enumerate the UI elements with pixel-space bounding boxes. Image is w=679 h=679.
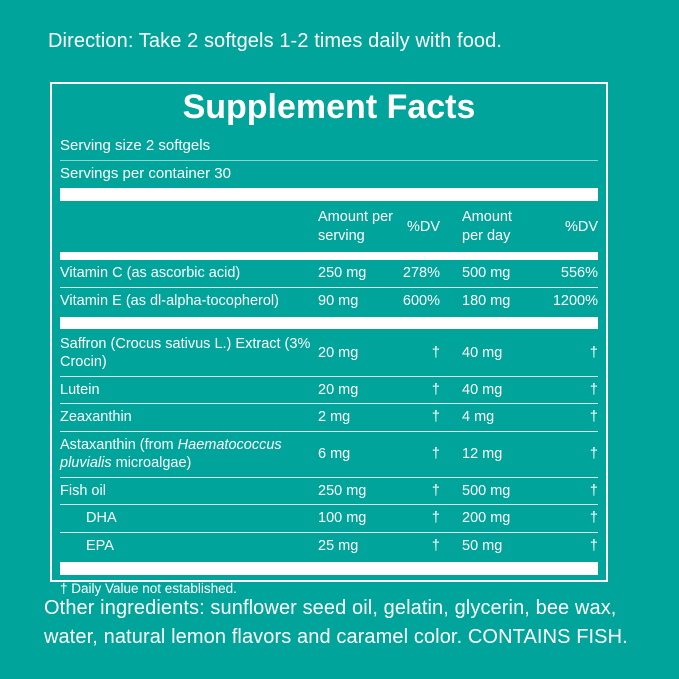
amount-per-day-value: 200 mg [462, 510, 511, 527]
thick-divider-bar [60, 252, 598, 261]
amount-per-serving-value: 6 mg [318, 446, 351, 463]
dv-serving-value: † [431, 409, 440, 426]
panel-title: Supplement Facts [182, 88, 476, 126]
amount-per-serving-value: 2 mg [318, 409, 351, 426]
ingredient-table: Vitamin C (as ascorbic acid) 250 mg 278% 50… [60, 260, 598, 559]
ingredient-name: Saffron (Crocus sativus L.) Extract (3% … [60, 335, 311, 371]
amount-per-day-value: 500 mg [462, 482, 511, 499]
amount-per-serving-value: 25 mg [318, 537, 359, 554]
other-ingredients-text: Other ingredients: sunflower seed oil, g… [44, 597, 628, 649]
ingredient-name: EPA [86, 537, 114, 554]
amount-per-serving-value: 250 mg [318, 265, 367, 282]
dv-serving-value: 600% [402, 293, 440, 310]
dv-serving-value: † [431, 381, 440, 398]
table-row: Lutein 20 mg † 40 mg † [60, 375, 598, 404]
amount-per-day-value: 12 mg [462, 446, 503, 463]
table-row: Vitamin C (as ascorbic acid) 250 mg 278% 50… [60, 260, 598, 287]
dv-day-value: 556% [560, 265, 598, 282]
amount-per-serving-value: 250 mg [318, 482, 367, 499]
dv-serving-value: † [431, 344, 440, 361]
dv-day-value: † [589, 510, 598, 527]
header-amount-per-serving: Amount per serving [318, 209, 393, 244]
amount-per-day-value: 40 mg [462, 381, 503, 398]
serving-size-text: Serving size 2 softgels [60, 137, 211, 155]
daily-value-footnote: † Daily Value not established. [60, 580, 237, 596]
ingredient-name: Vitamin C (as ascorbic acid) [60, 265, 241, 282]
dv-day-value: † [589, 381, 598, 398]
amount-per-serving-value: 90 mg [318, 293, 359, 310]
amount-per-serving-value: 20 mg [318, 381, 359, 398]
ingredient-name: Vitamin E (as dl-alpha-tocopherol) [60, 293, 279, 310]
table-row: Saffron (Crocus sativus L.) Extract (3% … [60, 331, 598, 376]
thick-divider-bar [60, 561, 598, 575]
direction-text: Direction: Take 2 softgels 1-2 times dai… [48, 30, 503, 52]
servings-per-container-text: Servings per container 30 [60, 165, 231, 183]
table-row: Zeaxanthin 2 mg † 4 mg † [60, 403, 598, 431]
table-row: Fish oil 250 mg † 500 mg † [60, 476, 598, 505]
ingredient-name: DHA [86, 510, 117, 527]
dv-serving-value: † [431, 446, 440, 463]
dv-day-value: † [589, 446, 598, 463]
dv-day-value: † [589, 482, 598, 499]
amount-per-day-value: 500 mg [462, 265, 511, 282]
table-row: EPA 25 mg † 50 mg † [60, 531, 598, 560]
amount-per-day-value: 4 mg [462, 409, 495, 426]
header-amount-per-day: Amount per day [462, 209, 512, 244]
amount-per-day-value: 180 mg [462, 293, 511, 310]
ingredient-name: Zeaxanthin [60, 409, 132, 426]
dv-serving-value: † [431, 482, 440, 499]
thick-divider-bar [60, 188, 598, 202]
table-header-row: Amount per serving %DV Amount per day %D… [60, 201, 598, 252]
header-dv-serving: %DV [406, 218, 440, 235]
table-row: DHA 100 mg † 200 mg † [60, 504, 598, 532]
dv-serving-value: † [431, 510, 440, 527]
dv-day-value: † [589, 409, 598, 426]
header-dv-day: %DV [564, 218, 598, 235]
thick-divider-bar [60, 316, 598, 329]
table-row: Astaxanthin (from Haematococcus pluviali… [60, 430, 598, 477]
dv-day-value: 1200% [552, 293, 598, 310]
amount-per-serving-value: 20 mg [318, 344, 359, 361]
ingredient-name: Lutein [60, 381, 100, 398]
dv-serving-value: 278% [402, 265, 440, 282]
thin-divider [60, 160, 598, 162]
dv-day-value: † [589, 537, 598, 554]
table-row: Vitamin E (as dl-alpha-tocopherol) 90 mg 6… [60, 287, 598, 315]
supplement-facts-panel: Supplement Facts Serving size 2 softgels… [50, 82, 608, 596]
dv-serving-value: † [431, 537, 440, 554]
ingredient-name: Fish oil [60, 482, 106, 499]
amount-per-day-value: 50 mg [462, 537, 503, 554]
amount-per-serving-value: 100 mg [318, 510, 367, 527]
amount-per-day-value: 40 mg [462, 344, 503, 361]
dv-day-value: † [589, 344, 598, 361]
ingredient-name: Astaxanthin (from Haematococcus pluviali… [60, 436, 282, 472]
